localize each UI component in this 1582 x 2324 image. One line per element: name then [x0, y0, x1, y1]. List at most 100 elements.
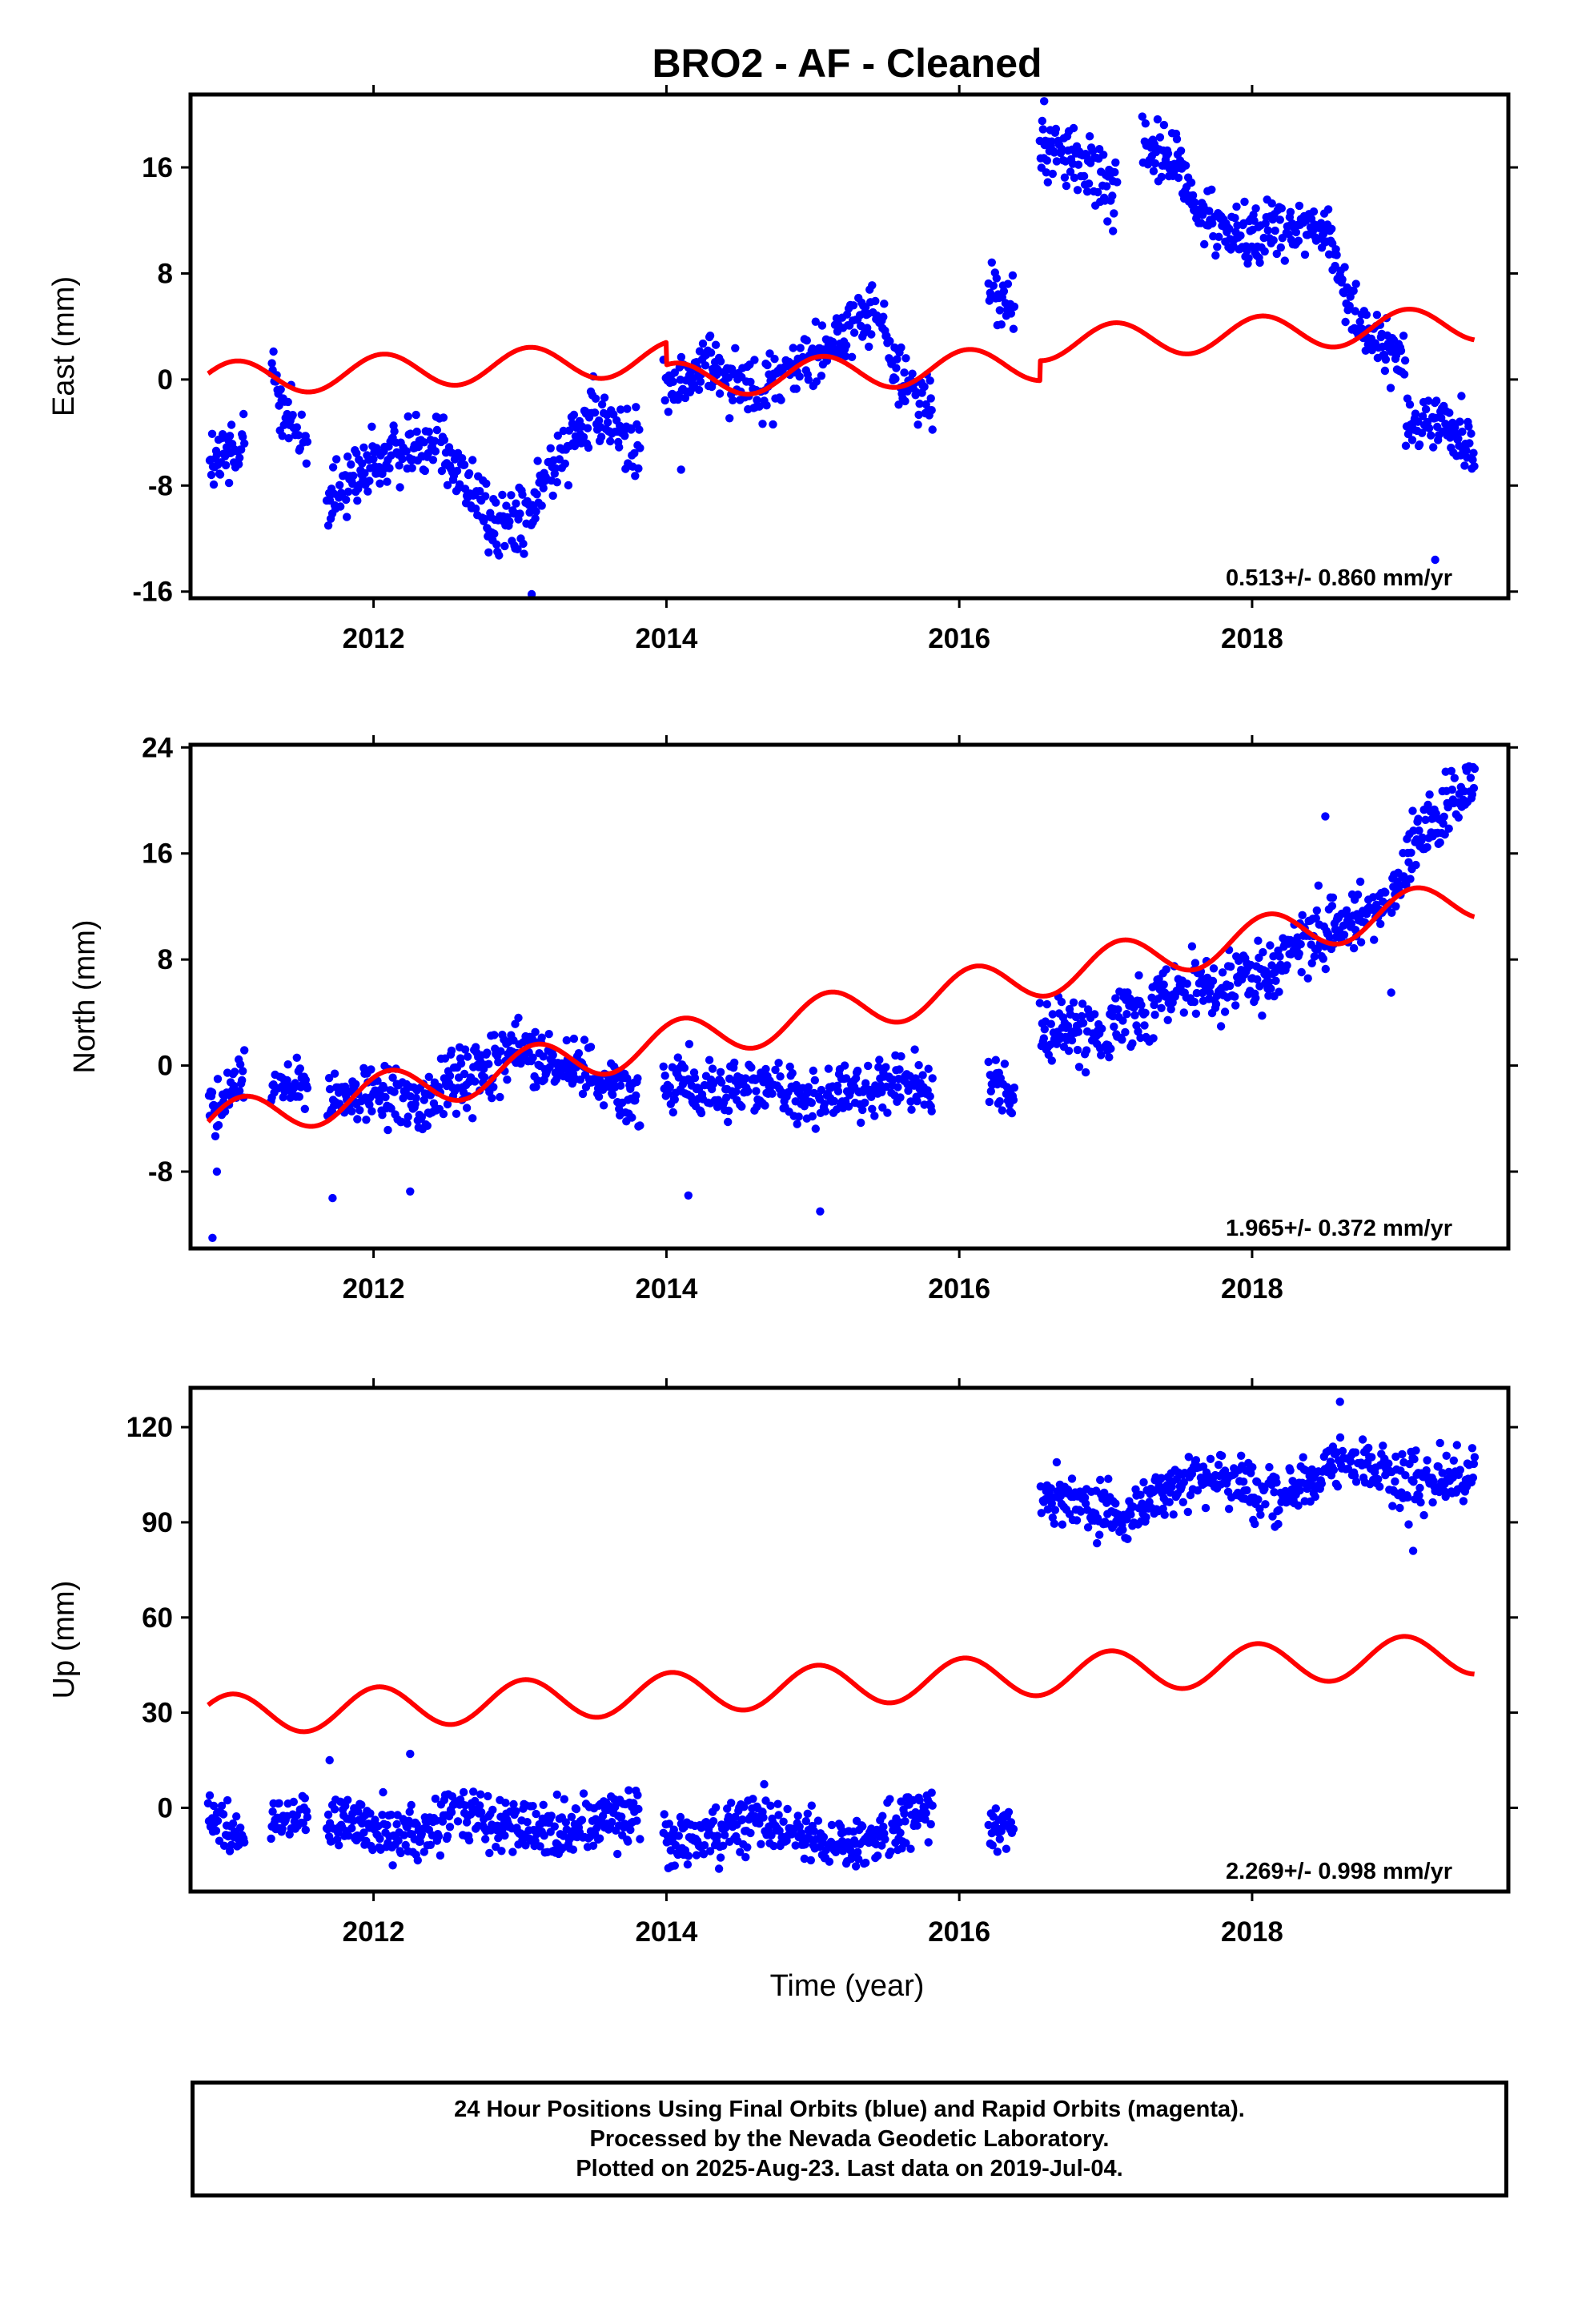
data-point [347, 1107, 356, 1116]
data-point [1321, 964, 1331, 974]
data-point [205, 1791, 215, 1800]
data-point [792, 1080, 801, 1090]
data-point [1150, 1011, 1159, 1019]
data-point [761, 1064, 770, 1074]
data-point [808, 1112, 817, 1121]
data-point [480, 514, 489, 523]
data-point [477, 1807, 486, 1817]
data-point [993, 1848, 1002, 1856]
data-point [811, 317, 820, 326]
data-point [901, 1839, 910, 1848]
data-point [552, 1790, 561, 1799]
data-point [436, 1851, 445, 1860]
data-point [303, 1084, 312, 1093]
data-point [841, 341, 851, 350]
data-point [1332, 251, 1341, 259]
data-point [854, 1855, 863, 1864]
data-point [806, 1856, 815, 1865]
data-point [636, 1121, 644, 1130]
data-point [857, 1118, 865, 1128]
data-point [1340, 263, 1349, 271]
data-point [1381, 355, 1391, 364]
data-point [1291, 227, 1301, 237]
data-point [1052, 1458, 1062, 1467]
data-point [332, 455, 341, 464]
data-point [634, 464, 643, 473]
data-point [1399, 370, 1409, 379]
data-point [381, 1092, 390, 1102]
data-point [405, 1807, 414, 1816]
data-point [1295, 201, 1304, 211]
data-point [424, 428, 433, 436]
data-point [500, 541, 509, 551]
data-point [795, 372, 804, 381]
data-point [841, 1074, 851, 1083]
data-point [508, 1848, 517, 1856]
data-point [1267, 984, 1275, 993]
data-point [1009, 324, 1018, 333]
east-panel: 2012 2014 2016 2018 -16 -8 0 8 16 East (mm) 0.513+… [47, 85, 1518, 654]
x-tick-label: 2016 [928, 1273, 990, 1305]
data-point [303, 437, 312, 446]
data-point [758, 420, 767, 428]
data-point [403, 1823, 412, 1831]
data-point [676, 1812, 685, 1822]
data-point [1468, 1474, 1478, 1482]
data-point [464, 1835, 474, 1845]
data-point [292, 1053, 301, 1063]
data-point [1206, 1454, 1215, 1464]
data-point [632, 1816, 641, 1825]
data-point [900, 1809, 909, 1818]
data-point [1286, 1466, 1295, 1475]
data-point [591, 394, 600, 403]
data-point [213, 1075, 223, 1084]
data-point [1251, 204, 1260, 213]
data-point [562, 1035, 571, 1045]
data-point [926, 1092, 934, 1101]
data-point [1060, 173, 1070, 182]
data-point [732, 1087, 741, 1096]
data-point [1269, 952, 1278, 961]
data-point [1423, 1456, 1431, 1465]
data-point [1220, 1466, 1230, 1475]
data-point [1224, 1505, 1234, 1514]
data-point [480, 1073, 489, 1082]
data-point [906, 1844, 915, 1853]
data-point [490, 1031, 499, 1039]
data-point [1067, 1474, 1077, 1483]
data-point [1046, 1484, 1056, 1493]
data-point [301, 1825, 310, 1835]
data-point [886, 1848, 895, 1856]
data-point [452, 1109, 461, 1119]
data-point [1417, 428, 1427, 437]
data-point [343, 452, 352, 461]
data-point [550, 1822, 559, 1831]
data-point [1205, 207, 1214, 215]
data-point [995, 1835, 1005, 1844]
y-axis-label: East (mm) [47, 276, 81, 416]
y-tick-label: 24 [142, 732, 173, 763]
data-point [669, 1108, 677, 1117]
data-point [1470, 764, 1480, 774]
data-point [528, 1053, 537, 1062]
data-point [741, 1852, 750, 1862]
data-point [1009, 1096, 1018, 1104]
data-point [1163, 149, 1173, 158]
data-point [1433, 422, 1442, 432]
data-point [512, 1807, 520, 1815]
data-point [1451, 423, 1460, 432]
data-point [462, 1104, 472, 1112]
data-point [744, 1087, 753, 1096]
data-point [828, 337, 837, 346]
data-point [1338, 1446, 1347, 1456]
data-point [1042, 156, 1052, 165]
data-point [807, 1098, 816, 1108]
data-point [1283, 961, 1291, 970]
data-point [706, 348, 716, 357]
data-point [757, 1839, 765, 1848]
data-point [551, 464, 560, 472]
data-point [471, 1077, 480, 1086]
data-point [896, 1828, 905, 1837]
data-point [1314, 881, 1323, 891]
data-point [768, 1089, 777, 1098]
